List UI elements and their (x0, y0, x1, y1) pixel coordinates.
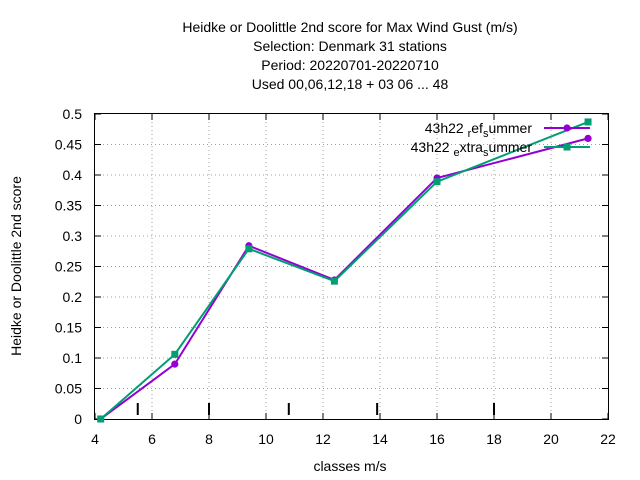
x-tick-label: 4 (91, 431, 99, 447)
y-tick-label: 0.1 (63, 350, 83, 366)
chart-title: Heidke or Doolittle 2nd score for Max Wi… (182, 19, 517, 92)
series-1 (97, 134, 592, 423)
y-axis-label: Heidke or Doolittle 2nd score (8, 176, 24, 356)
x-tick-label: 18 (486, 431, 502, 447)
data-point (97, 415, 105, 423)
x-tick-label: 10 (258, 431, 274, 447)
series (97, 118, 592, 423)
y-tick-label: 0.5 (63, 106, 83, 122)
y-tick-label: 0.25 (55, 259, 82, 275)
y-tick-label: 0.3 (63, 228, 83, 244)
x-tick-label: 8 (205, 431, 213, 447)
series-line (100, 121, 589, 420)
y-tick-label: 0.4 (63, 167, 83, 183)
legend-marker (563, 124, 571, 132)
data-point (245, 245, 253, 253)
x-tick-label: 20 (543, 431, 559, 447)
series-line (100, 137, 589, 420)
data-point (584, 134, 592, 142)
plot-frame (94, 113, 609, 420)
x-tick-label: 16 (429, 431, 445, 447)
title-line: Selection: Denmark 31 stations (253, 38, 447, 54)
y-tick-label: 0.05 (55, 381, 82, 397)
data-point (171, 350, 179, 358)
data-point (433, 178, 441, 186)
y-tick-label: 0 (74, 411, 82, 427)
y-tick-label: 0.35 (55, 198, 82, 214)
title-line: Period: 20220701-20220710 (261, 57, 439, 73)
grid (95, 114, 608, 419)
x-tick-label: 14 (372, 431, 388, 447)
x-tick-label: 12 (315, 431, 331, 447)
y-tick-label: 0.15 (55, 320, 82, 336)
series-2 (97, 118, 592, 423)
data-point (330, 277, 338, 285)
y-tick-label: 0.45 (55, 137, 82, 153)
data-point (171, 360, 179, 368)
legend-marker (563, 143, 571, 151)
legend-label: 43h22 refsummer (425, 120, 533, 140)
x-axis-label: classes m/s (313, 458, 386, 474)
legend-label: 43h22 extrasummer (411, 139, 533, 159)
x-tick-label: 6 (148, 431, 156, 447)
title-line: Heidke or Doolittle 2nd score for Max Wi… (182, 19, 517, 35)
title-line: Used 00,06,12,18 + 03 06 ... 48 (252, 76, 449, 92)
data-point (584, 118, 592, 126)
axis-ticks: 4 6 8 10 12 14 16 18 20 22 0 0.05 0.1 0.15 0.2 0.25 0.3 0… (55, 106, 616, 447)
x-tick-label: 22 (600, 431, 616, 447)
y-tick-label: 0.2 (63, 289, 83, 305)
class-marks (136, 403, 495, 415)
